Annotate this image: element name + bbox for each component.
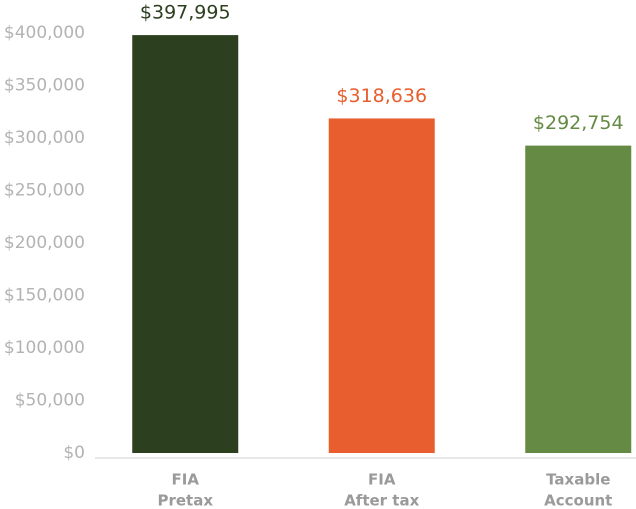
- y-tick-label: $300,000: [4, 128, 85, 148]
- x-tick-label: Account: [544, 492, 612, 509]
- bar: [132, 35, 239, 453]
- x-tick-label: After tax: [344, 492, 419, 509]
- bar: [525, 145, 632, 453]
- y-tick-label: $200,000: [4, 233, 85, 253]
- value-label: $318,636: [336, 85, 427, 107]
- y-tick-label: $50,000: [15, 391, 85, 411]
- y-tick-label: $400,000: [4, 23, 85, 43]
- y-tick-label: $250,000: [4, 181, 85, 201]
- y-tick-label: $150,000: [4, 286, 85, 306]
- y-tick-label: $0: [63, 443, 85, 463]
- x-tick-label: Taxable: [546, 471, 610, 489]
- bar: [328, 118, 435, 454]
- x-tick-label: Pretax: [157, 492, 213, 509]
- x-tick-label: FIA: [172, 471, 200, 489]
- value-label: $397,995: [140, 2, 231, 24]
- x-tick-label: FIA: [368, 471, 396, 489]
- value-label: $292,754: [533, 112, 624, 134]
- y-tick-label: $100,000: [4, 338, 85, 358]
- y-tick-label: $350,000: [4, 76, 85, 96]
